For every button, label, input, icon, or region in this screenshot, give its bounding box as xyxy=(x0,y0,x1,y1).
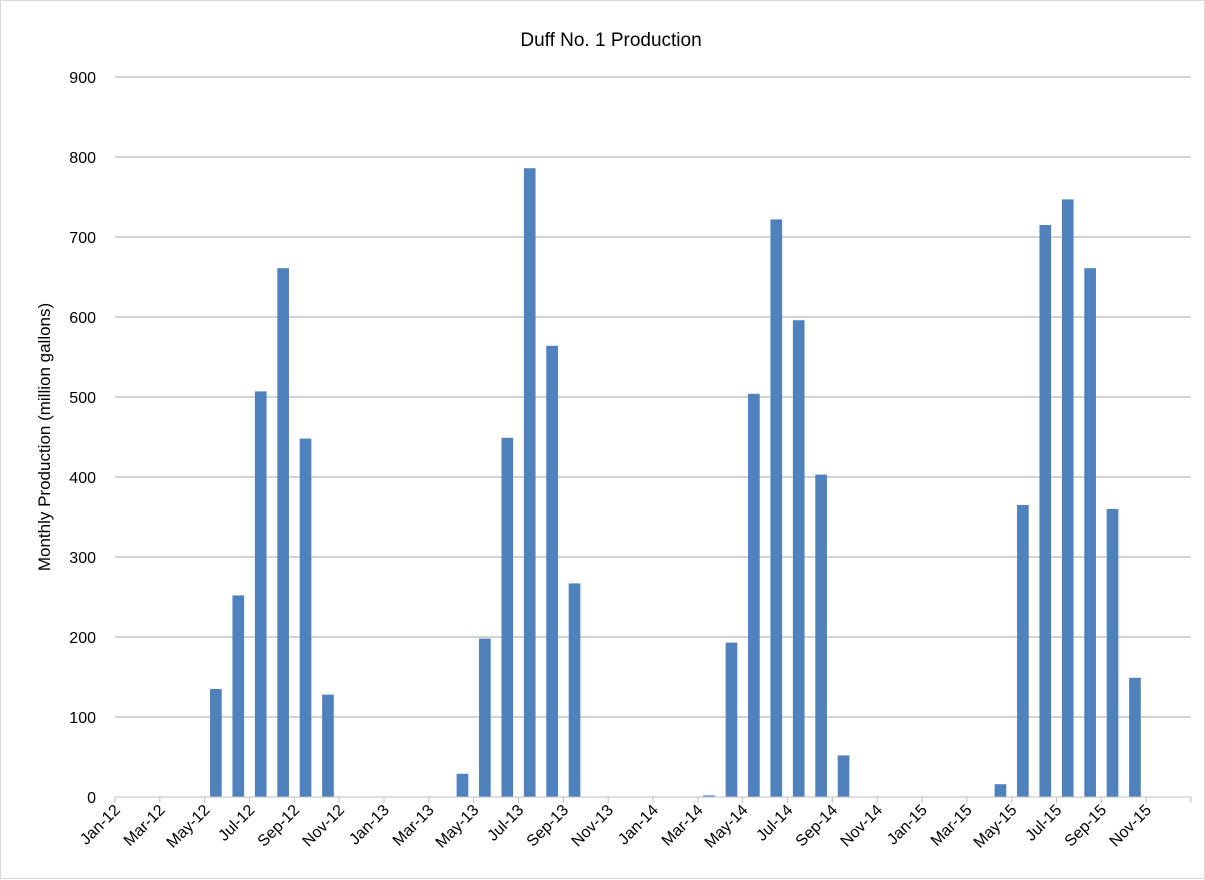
chart-title: Duff No. 1 Production xyxy=(520,30,701,51)
x-tick-label: Jan-14 xyxy=(615,802,662,849)
x-tick-label: Jan-15 xyxy=(884,802,931,849)
x-tick-label: Jul-14 xyxy=(753,802,796,845)
bar-May-13 xyxy=(479,638,491,797)
bar-May-14 xyxy=(748,393,760,797)
x-tick-label: May-15 xyxy=(971,802,1021,852)
y-tick-label: 300 xyxy=(69,550,96,567)
x-tick-label: Nov-12 xyxy=(300,802,349,851)
bar-Aug-14 xyxy=(815,474,827,797)
bars xyxy=(210,168,1141,797)
x-tick-label: Jul-15 xyxy=(1022,802,1065,845)
bar-Jun-15 xyxy=(1039,225,1052,797)
bar-Apr-15 xyxy=(994,784,1007,797)
bar-Aug-12 xyxy=(277,268,289,797)
bar-Jun-12 xyxy=(232,595,245,797)
y-tick-label: 100 xyxy=(69,710,96,727)
x-tick-label: Jan-12 xyxy=(77,802,124,849)
x-tick-label: Jul-12 xyxy=(215,802,258,845)
y-axis-ticks: 0 100 200 300 400 500 600 700 800 900 xyxy=(69,70,96,807)
x-tick-label: Mar-15 xyxy=(928,802,976,850)
x-tick-label: Jan-13 xyxy=(346,802,393,849)
bar-Apr-14 xyxy=(725,642,738,797)
bar-Jul-15 xyxy=(1061,199,1074,797)
bar-Mar-14 xyxy=(703,795,715,797)
bar-Sep-12 xyxy=(299,438,312,797)
y-tick-label: 800 xyxy=(69,150,96,167)
x-tick-label: Sep-15 xyxy=(1062,802,1111,851)
y-tick-label: 0 xyxy=(87,790,96,807)
x-tick-label: Mar-13 xyxy=(390,802,438,850)
x-axis xyxy=(114,796,1192,803)
x-tick-label: Jul-13 xyxy=(484,802,527,845)
bar-Sep-15 xyxy=(1106,509,1119,797)
bar-Aug-15 xyxy=(1084,268,1096,797)
y-tick-label: 200 xyxy=(69,630,96,647)
bar-Aug-13 xyxy=(546,345,558,797)
bar-Jun-14 xyxy=(770,219,783,797)
gridlines xyxy=(115,76,1191,718)
x-tick-label: Mar-14 xyxy=(659,802,707,850)
x-tick-label: Sep-13 xyxy=(524,802,573,851)
bar-Oct-12 xyxy=(322,694,334,797)
y-tick-label: 900 xyxy=(69,70,96,87)
y-tick-label: 700 xyxy=(69,230,96,247)
bar-Sep-14 xyxy=(837,755,850,797)
x-tick-label: Nov-14 xyxy=(838,802,887,851)
x-tick-label: Nov-13 xyxy=(569,802,618,851)
x-tick-label: Mar-12 xyxy=(121,802,169,850)
x-tick-label: Sep-14 xyxy=(793,802,842,851)
bar-Jul-14 xyxy=(792,320,805,797)
bar-Jun-13 xyxy=(501,437,514,797)
bar-Sep-13 xyxy=(568,583,581,797)
x-tick-label: May-12 xyxy=(164,802,214,852)
x-tick-label: Nov-15 xyxy=(1107,802,1156,851)
x-tick-label: Sep-12 xyxy=(255,802,304,851)
bar-Apr-13 xyxy=(456,773,469,797)
bar-May-12 xyxy=(210,689,222,797)
bar-Jul-13 xyxy=(523,168,536,797)
y-tick-label: 500 xyxy=(69,390,96,407)
y-tick-label: 400 xyxy=(69,470,96,487)
x-tick-label: May-14 xyxy=(702,802,752,852)
y-axis-label: Monthly Production (million gallons) xyxy=(35,303,54,571)
y-tick-label: 600 xyxy=(69,310,96,327)
x-tick-label: May-13 xyxy=(433,802,483,852)
bar-Oct-15 xyxy=(1129,677,1141,797)
bar-Jul-12 xyxy=(254,391,267,797)
bar-May-15 xyxy=(1017,505,1029,797)
